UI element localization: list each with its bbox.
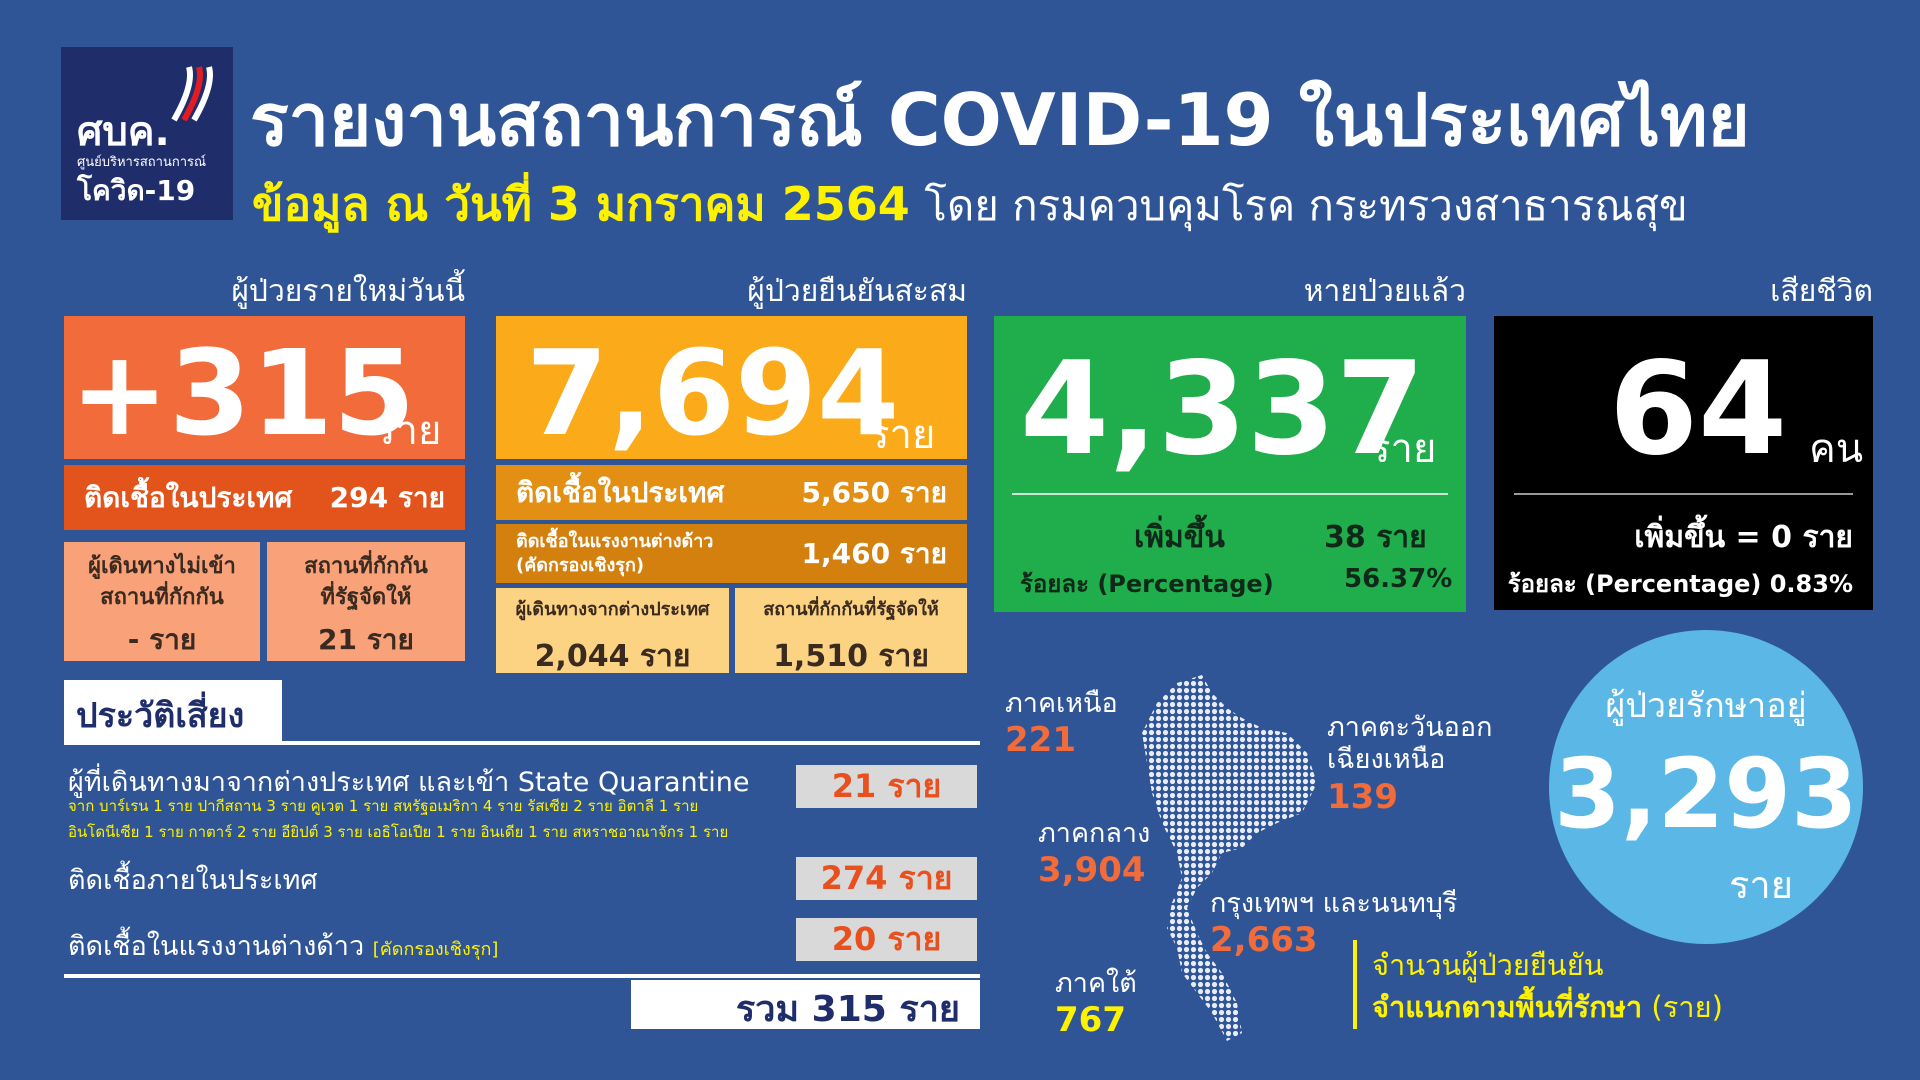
caption-line: จำนวนผู้ป่วยยืนยัน xyxy=(1372,948,1604,982)
deaths-increase: เพิ่มขึ้น = 0 ราย xyxy=(1634,520,1853,555)
logo-title: ศบค. xyxy=(77,109,170,155)
map-shape xyxy=(1142,675,1317,1041)
cumulative-label: ผู้ป่วยยืนยันสะสม xyxy=(747,274,967,309)
region-value: 2,663 xyxy=(1210,920,1318,961)
region-value: 3,904 xyxy=(1038,850,1146,891)
divider xyxy=(1514,493,1853,495)
new-domestic: ติดเชื้อในประเทศ 294 ราย xyxy=(64,465,465,530)
region-name: ภาคเหนือ xyxy=(1005,688,1118,719)
risk-row-detail: จาก บาร์เรน 1 ราย ปากีสถาน 3 ราย คูเวต 1… xyxy=(68,797,699,815)
caption-bar xyxy=(1353,940,1357,1029)
risk-row-value: 21 ราย xyxy=(796,765,977,808)
divider xyxy=(1012,493,1448,495)
cumulative-box: 7,694 ราย xyxy=(496,316,967,459)
region: ภาคกลาง 3,904 xyxy=(1038,818,1150,890)
deaths-unit: คน xyxy=(1809,426,1864,472)
new-cases-label: ผู้ป่วยรายใหม่วันนี้ xyxy=(231,274,465,309)
cum-domestic: ติดเชื้อในประเทศ 5,650 ราย xyxy=(496,465,967,520)
logo-flag xyxy=(171,66,213,122)
cum-migrant-value: 1,460 ราย xyxy=(801,536,947,570)
in-treatment-label: ผู้ป่วยรักษาอยู่ xyxy=(1605,686,1807,726)
risk-row-label: ติดเชื้อภายในประเทศ xyxy=(68,865,318,896)
deaths-value: 64 xyxy=(1609,335,1788,484)
cum-migrant-label: ติดเชื้อในแรงงานต่างด้าว (คัดกรองเชิงรุก… xyxy=(516,531,714,576)
region: ภาคเหนือ 221 xyxy=(1005,688,1118,760)
recovered-label: หายป่วยแล้ว xyxy=(1303,274,1466,309)
region: ภาคตะวันออก เฉียงเหนือ 139 xyxy=(1327,712,1492,817)
thailand-map xyxy=(1142,675,1317,1041)
state-quarantine-value: 21 ราย xyxy=(318,622,414,656)
region-value: 139 xyxy=(1327,776,1398,817)
risk-row-label: ติดเชื้อในแรงงานต่างด้าว xyxy=(68,931,365,962)
logo: ศบค. ศูนย์บริหารสถานการณ์ โควิด-19 xyxy=(61,47,233,220)
region: กรุงเทพฯ และนนทบุรี 2,663 xyxy=(1210,888,1457,960)
rule xyxy=(64,974,980,978)
caption-line: จำแนกตามพื้นที่รักษา xyxy=(1372,990,1643,1025)
recovered-percent: 56.37% xyxy=(1344,564,1453,594)
risk-row-value: 20 ราย xyxy=(796,918,977,961)
deaths-label: เสียชีวิต xyxy=(1770,274,1873,309)
cum-quarantine: สถานที่กักกันที่รัฐจัดให้ 1,510 ราย xyxy=(735,588,967,674)
region-name: ภาคใต้ xyxy=(1055,968,1137,999)
region-value: 767 xyxy=(1055,1000,1126,1041)
deaths-percent: ร้อยละ (Percentage) 0.83% xyxy=(1507,570,1853,598)
logo-subtitle: ศูนย์บริหารสถานการณ์ xyxy=(77,155,207,170)
region-name: กรุงเทพฯ และนนทบุรี xyxy=(1210,888,1458,919)
report-date: ข้อมูล ณ วันที่ 3 มกราคม 2564 xyxy=(252,177,910,231)
risk-total: รวม 315 ราย xyxy=(631,980,980,1030)
rule xyxy=(64,741,980,745)
recovered-unit: ราย xyxy=(1369,426,1437,472)
region: ภาคใต้ 767 xyxy=(1055,968,1137,1040)
cum-travelers: ผู้เดินทางจากต่างประเทศ 2,044 ราย xyxy=(496,588,729,674)
new-cases-box: +315 ราย xyxy=(64,316,465,459)
state-quarantine-label: สถานที่กักกัน ที่รัฐจัดให้ xyxy=(304,554,428,610)
cum-quarantine-value: 1,510 ราย xyxy=(773,639,929,674)
risk-row-detail: อินโดนีเซีย 1 ราย กาตาร์ 2 ราย อียิปต์ 3… xyxy=(68,823,729,841)
risk-title: ประวัติเสี่ยง xyxy=(64,680,282,741)
report-source: โดย กรมควบคุมโรค กระทรวงสาธารณสุข xyxy=(924,181,1688,230)
new-domestic-label: ติดเชื้อในประเทศ xyxy=(84,480,293,514)
recovered-increase: 38 ราย xyxy=(1324,520,1427,555)
cum-domestic-value: 5,650 ราย xyxy=(801,475,947,509)
in-treatment-unit: ราย xyxy=(1728,863,1793,907)
risk-row: ติดเชื้อในแรงงานต่างด้าว [คัดกรองเชิงรุก… xyxy=(68,924,498,967)
in-treatment-value: 3,293 xyxy=(1554,738,1858,850)
no-quarantine-value: - ราย xyxy=(127,622,197,656)
cum-quarantine-label: สถานที่กักกันที่รัฐจัดให้ xyxy=(763,599,939,620)
deaths-box: 64 คน เพิ่มขึ้น = 0 ราย ร้อยละ (Percenta… xyxy=(1494,316,1873,610)
cum-domestic-label: ติดเชื้อในประเทศ xyxy=(516,475,725,509)
recovered-percent-label: ร้อยละ (Percentage) xyxy=(1020,570,1274,598)
region-name: ภาคกลาง xyxy=(1038,818,1151,849)
cumulative-unit: ราย xyxy=(868,412,936,458)
caption-unit: (ราย) xyxy=(1651,990,1723,1025)
no-quarantine-box: ผู้เดินทางไม่เข้า สถานที่กักกัน - ราย xyxy=(64,542,260,661)
cumulative-value: 7,694 xyxy=(526,324,900,462)
in-treatment-circle: ผู้ป่วยรักษาอยู่ 3,293 ราย xyxy=(1549,630,1863,944)
risk-row-label: ผู้ที่เดินทางมาจากต่างประเทศ และเข้า Sta… xyxy=(68,767,750,798)
region-name: ภาคตะวันออก เฉียงเหนือ xyxy=(1327,712,1493,776)
no-quarantine-label: ผู้เดินทางไม่เข้า สถานที่กักกัน xyxy=(88,554,236,610)
region-value: 221 xyxy=(1005,720,1076,761)
risk-row-note: [คัดกรองเชิงรุก] xyxy=(372,939,499,960)
cum-travelers-label: ผู้เดินทางจากต่างประเทศ xyxy=(515,599,710,620)
cum-travelers-value: 2,044 ราย xyxy=(534,639,691,674)
logo-name: โควิด-19 xyxy=(77,174,196,207)
risk-row-value: 274 ราย xyxy=(796,857,977,900)
recovered-value: 4,337 xyxy=(1020,335,1425,484)
cum-migrant: ติดเชื้อในแรงงานต่างด้าว (คัดกรองเชิงรุก… xyxy=(496,524,967,583)
recovered-box: 4,337 ราย เพิ่มขึ้น 38 ราย ร้อยละ (Perce… xyxy=(994,316,1466,612)
subtitle: ข้อมูล ณ วันที่ 3 มกราคม 2564 โดย กรมควบ… xyxy=(252,168,1688,241)
region-caption: จำนวนผู้ป่วยยืนยัน จำแนกตามพื้นที่รักษา … xyxy=(1372,944,1723,1028)
title: รายงานสถานการณ์ COVID-19 ในประเทศไทย xyxy=(250,78,1750,162)
state-quarantine-box: สถานที่กักกัน ที่รัฐจัดให้ 21 ราย xyxy=(267,542,465,661)
new-domestic-value: 294 ราย xyxy=(329,480,445,514)
recovered-increase-label: เพิ่มขึ้น xyxy=(1134,520,1225,555)
new-cases-value: +315 xyxy=(70,324,416,462)
new-cases-unit: ราย xyxy=(374,408,442,454)
